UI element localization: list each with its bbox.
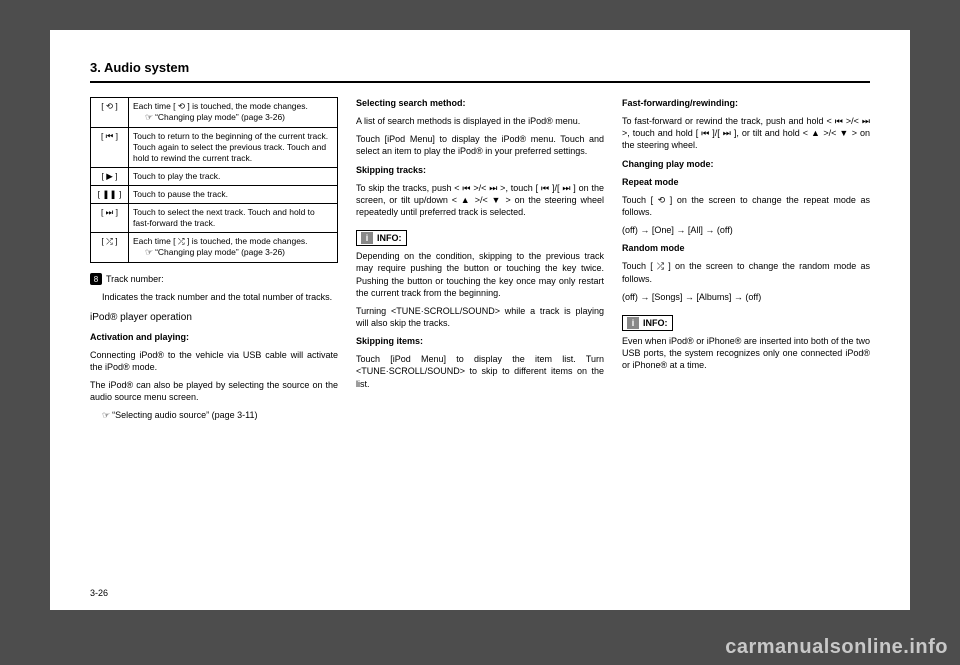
icon-table: [ ⟲ ] Each time [ ⟲ ] is touched, the mo… <box>90 97 338 263</box>
tracknum-desc: Indicates the track number and the total… <box>90 291 338 303</box>
icon-cell: [ ▶ ] <box>91 167 129 185</box>
info-label: INFO: <box>643 317 668 329</box>
desc-cell: Touch to return to the beginning of the … <box>129 127 338 167</box>
tracknum-label: Track number: <box>106 274 164 284</box>
table-row: [ ⤮ ] Each time [ ⤮ ] is touched, the mo… <box>91 233 338 263</box>
paragraph: (off) → [Songs] → [Albums] → (off) <box>622 291 870 303</box>
desc-cell: Touch to pause the track. <box>129 185 338 203</box>
table-row: [ ▶ ] Touch to play the track. <box>91 167 338 185</box>
icon-cell: [ ❚❚ ] <box>91 185 129 203</box>
reference: ☞“Selecting audio source” (page 3-11) <box>90 409 338 421</box>
info-icon: i <box>361 232 373 244</box>
table-row: [ ⏭ ] Touch to select the next track. To… <box>91 203 338 232</box>
circled-number-icon: 8 <box>90 273 102 285</box>
paragraph: The iPod® can also be played by selectin… <box>90 379 338 403</box>
subheading-bold: Selecting search method: <box>356 97 604 109</box>
subheading-bold: Skipping tracks: <box>356 164 604 176</box>
icon-cell: [ ⏮ ] <box>91 127 129 167</box>
icon-cell: [ ⤮ ] <box>91 233 129 263</box>
table-row: [ ⟲ ] Each time [ ⟲ ] is touched, the mo… <box>91 98 338 128</box>
desc-cell: Touch to play the track. <box>129 167 338 185</box>
ref-icon: ☞ <box>102 409 110 421</box>
page-number: 3-26 <box>90 588 108 598</box>
row-ref: ☞“Changing play mode” (page 3-26) <box>133 247 333 259</box>
watermark: carmanualsonline.info <box>725 636 948 659</box>
row-ref: ☞“Changing play mode” (page 3-26) <box>133 112 333 124</box>
divider <box>90 81 870 83</box>
paragraph: To skip the tracks, push < ⏮ >/< ⏭ >, to… <box>356 182 604 218</box>
info-box: i INFO: <box>622 315 673 331</box>
info-label: INFO: <box>377 232 402 244</box>
column-3: Fast-forwarding/rewinding: To fast-forwa… <box>622 97 870 427</box>
paragraph: To fast-forward or rewind the track, pus… <box>622 115 870 151</box>
table-row: [ ⏮ ] Touch to return to the beginning o… <box>91 127 338 167</box>
subheading: iPod® player operation <box>90 311 338 325</box>
content-columns: [ ⟲ ] Each time [ ⟲ ] is touched, the mo… <box>90 97 870 427</box>
paragraph: Touch [iPod Menu] to display the iPod® m… <box>356 133 604 157</box>
paragraph: Touch [ ⟲ ] on the screen to change the … <box>622 194 870 218</box>
subheading-bold: Skipping items: <box>356 335 604 347</box>
info-box: i INFO: <box>356 230 407 246</box>
tracknum-block: 8 Track number: <box>90 273 338 285</box>
row-desc: Each time [ ⟲ ] is touched, the mode cha… <box>133 101 308 111</box>
paragraph: Turning <TUNE·SCROLL/SOUND> while a trac… <box>356 305 604 329</box>
paragraph: Even when iPod® or iPhone® are inserted … <box>622 335 870 371</box>
subheading-bold: Repeat mode <box>622 176 870 188</box>
table-row: [ ❚❚ ] Touch to pause the track. <box>91 185 338 203</box>
manual-page: 3. Audio system [ ⟲ ] Each time [ ⟲ ] is… <box>50 30 910 610</box>
ref-text: “Changing play mode” (page 3-26) <box>155 112 285 122</box>
row-desc: Each time [ ⤮ ] is touched, the mode cha… <box>133 236 308 246</box>
paragraph: Depending on the condition, skipping to … <box>356 250 604 299</box>
ref-text: “Selecting audio source” (page 3-11) <box>112 410 257 420</box>
paragraph: A list of search methods is displayed in… <box>356 115 604 127</box>
icon-cell: [ ⟲ ] <box>91 98 129 128</box>
subheading-bold: Changing play mode: <box>622 158 870 170</box>
paragraph: Touch [iPod Menu] to display the item li… <box>356 353 604 389</box>
desc-cell: Each time [ ⟲ ] is touched, the mode cha… <box>129 98 338 128</box>
info-icon: i <box>627 317 639 329</box>
subheading-bold: Fast-forwarding/rewinding: <box>622 97 870 109</box>
subheading-bold: Activation and playing: <box>90 331 338 343</box>
icon-cell: [ ⏭ ] <box>91 203 129 232</box>
section-title: 3. Audio system <box>90 60 870 75</box>
paragraph: (off) → [One] → [All] → (off) <box>622 224 870 236</box>
paragraph: Touch [ ⤮ ] on the screen to change the … <box>622 260 870 284</box>
ref-icon: ☞ <box>145 247 153 259</box>
ref-text: “Changing play mode” (page 3-26) <box>155 247 285 257</box>
subheading-bold: Random mode <box>622 242 870 254</box>
desc-cell: Touch to select the next track. Touch an… <box>129 203 338 232</box>
column-1: [ ⟲ ] Each time [ ⟲ ] is touched, the mo… <box>90 97 338 427</box>
paragraph: Connecting iPod® to the vehicle via USB … <box>90 349 338 373</box>
ref-icon: ☞ <box>145 112 153 124</box>
column-2: Selecting search method: A list of searc… <box>356 97 604 427</box>
desc-cell: Each time [ ⤮ ] is touched, the mode cha… <box>129 233 338 263</box>
